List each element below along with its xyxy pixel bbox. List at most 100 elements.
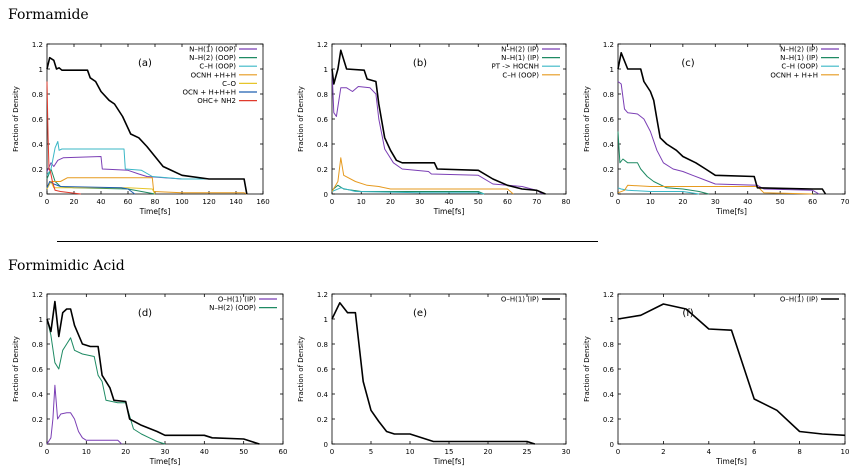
x-tick-label: 30 bbox=[711, 198, 720, 206]
y-tick-label: 0.2 bbox=[603, 416, 614, 424]
series-line-n-h-1-ip bbox=[617, 131, 709, 195]
y-tick-label: 0.2 bbox=[317, 416, 328, 424]
series-line-o-h-1-ip bbox=[617, 303, 846, 437]
panel-label: (f) bbox=[682, 308, 693, 319]
legend-label: N–H(1) (IP) bbox=[501, 54, 539, 62]
chart-panel-a: 0 0.2 0.4 0.6 0.8 1 1.2 0 20 40 60 80 100 120 140 160 Ti… bbox=[12, 41, 270, 216]
x-tick-label: 40 bbox=[97, 198, 106, 206]
y-tick-label: 1.2 bbox=[32, 291, 43, 299]
panel-label: (e) bbox=[413, 308, 427, 319]
y-tick-label: 0.2 bbox=[32, 416, 43, 424]
x-tick-label: 10 bbox=[357, 198, 366, 206]
x-tick-label: 0 bbox=[45, 198, 49, 206]
y-tick-label: 0 bbox=[610, 441, 614, 449]
y-axis-label: Fraction of Density bbox=[297, 86, 305, 152]
series-line-c-h-oop bbox=[331, 157, 514, 195]
legend-label: C–H (OOP) bbox=[502, 71, 539, 79]
y-axis-label: Fraction of Density bbox=[583, 336, 591, 402]
x-axis-label: Time[fs] bbox=[149, 457, 181, 466]
series-line-n-h-2-oop bbox=[46, 168, 156, 195]
legend-label: N–H(2) (IP) bbox=[780, 46, 818, 54]
chart-panel-c: 0 0.2 0.4 0.6 0.8 1 1.2 0 10 20 30 40 50 60 70 Time[fs]… bbox=[583, 41, 849, 216]
x-axis-label: Time[fs] bbox=[433, 457, 465, 466]
plot-frame bbox=[617, 293, 846, 445]
chart-panel-d: 0 0.2 0.4 0.6 0.8 1 1.2 0 10 20 30 40 50 60 Time[fs] Fr… bbox=[12, 291, 288, 466]
series-line-ohc-nh2 bbox=[46, 81, 81, 195]
y-tick-label: 1 bbox=[39, 66, 43, 74]
y-tick-label: 0.4 bbox=[603, 141, 615, 149]
series-line-o-h-1-ip bbox=[46, 384, 123, 445]
y-axis-label: Fraction of Density bbox=[297, 336, 305, 402]
series-line-c-o bbox=[46, 181, 156, 195]
x-axis-label: Time[fs] bbox=[715, 457, 747, 466]
legend-label: PT -> HOCNH bbox=[492, 63, 540, 71]
y-tick-label: 0.8 bbox=[317, 91, 328, 99]
y-tick-label: 0 bbox=[324, 191, 328, 199]
x-tick-label: 6 bbox=[752, 448, 757, 456]
series-line-n-h-2-ip bbox=[331, 68, 543, 195]
y-tick-label: 0.6 bbox=[32, 116, 44, 124]
x-tick-label: 50 bbox=[474, 198, 483, 206]
x-tick-label: 2 bbox=[661, 448, 665, 456]
y-tick-label: 0.8 bbox=[603, 91, 614, 99]
legend-label: OCNH +H+H bbox=[191, 71, 236, 79]
legend-label: OCNH + H+H bbox=[770, 71, 818, 79]
x-tick-label: 30 bbox=[562, 448, 571, 456]
y-tick-label: 0 bbox=[610, 191, 614, 199]
legend-label: O–H(1) (IP) bbox=[780, 296, 818, 304]
y-tick-label: 0.4 bbox=[317, 391, 329, 399]
y-tick-label: 0.8 bbox=[317, 341, 328, 349]
chart-panel-e: 0 0.2 0.4 0.6 0.8 1 1.2 0 5 10 15 20 25 30 Time[fs] Fra… bbox=[297, 291, 571, 466]
x-tick-label: 8 bbox=[797, 448, 801, 456]
x-tick-label: 0 bbox=[45, 448, 49, 456]
series-line-total bbox=[46, 300, 260, 445]
legend-label: N–H(2) (OOP) bbox=[209, 304, 256, 312]
x-tick-label: 80 bbox=[562, 198, 571, 206]
y-tick-label: 0.2 bbox=[317, 166, 328, 174]
y-tick-label: 0.6 bbox=[603, 366, 615, 374]
x-tick-label: 50 bbox=[239, 448, 248, 456]
x-tick-label: 10 bbox=[406, 448, 415, 456]
y-tick-label: 0.8 bbox=[32, 91, 43, 99]
x-tick-label: 0 bbox=[330, 448, 334, 456]
x-tick-label: 0 bbox=[330, 198, 334, 206]
series-line-total bbox=[617, 51, 827, 195]
legend-label: N–H(1) (IP) bbox=[780, 54, 818, 62]
y-tick-label: 1 bbox=[610, 66, 614, 74]
x-tick-label: 60 bbox=[279, 448, 288, 456]
x-tick-label: 5 bbox=[369, 448, 373, 456]
legend-label: O–H(1) (IP) bbox=[501, 296, 539, 304]
x-tick-label: 120 bbox=[202, 198, 215, 206]
panel-label: (b) bbox=[413, 58, 427, 69]
series-line-pt-hocnh bbox=[331, 187, 485, 195]
y-tick-label: 1.2 bbox=[603, 41, 614, 49]
y-tick-label: 0.2 bbox=[603, 166, 614, 174]
x-tick-label: 100 bbox=[175, 198, 188, 206]
series-line-c-h-oop bbox=[617, 187, 700, 195]
panel-label: (d) bbox=[138, 308, 152, 319]
x-tick-label: 60 bbox=[503, 198, 512, 206]
x-tick-label: 4 bbox=[707, 448, 712, 456]
x-tick-label: 0 bbox=[616, 448, 620, 456]
x-tick-label: 30 bbox=[161, 448, 170, 456]
series-line-ocn-h-h-h bbox=[46, 181, 136, 195]
y-axis-label: Fraction of Density bbox=[583, 86, 591, 152]
x-tick-label: 10 bbox=[841, 448, 850, 456]
x-tick-label: 70 bbox=[532, 198, 541, 206]
x-tick-label: 50 bbox=[776, 198, 785, 206]
y-tick-label: 0.6 bbox=[317, 366, 329, 374]
legend-label: C–H (OOP) bbox=[781, 63, 818, 71]
series-line-n-h-2-oop bbox=[46, 318, 166, 445]
x-tick-label: 160 bbox=[256, 198, 269, 206]
section-title-formimidic-acid: Formimidic Acid bbox=[8, 258, 125, 274]
y-tick-label: 1 bbox=[610, 316, 614, 324]
x-tick-label: 40 bbox=[743, 198, 752, 206]
series-line-ocnh-h-h bbox=[617, 184, 813, 195]
x-tick-label: 10 bbox=[646, 198, 655, 206]
y-tick-label: 1 bbox=[324, 316, 328, 324]
legend-label: N–H(1) (OOP) bbox=[189, 46, 236, 54]
x-tick-label: 30 bbox=[415, 198, 424, 206]
plot-frame bbox=[331, 293, 567, 445]
legend-label: N–H(2) (OOP) bbox=[189, 54, 236, 62]
y-tick-label: 1 bbox=[324, 66, 328, 74]
